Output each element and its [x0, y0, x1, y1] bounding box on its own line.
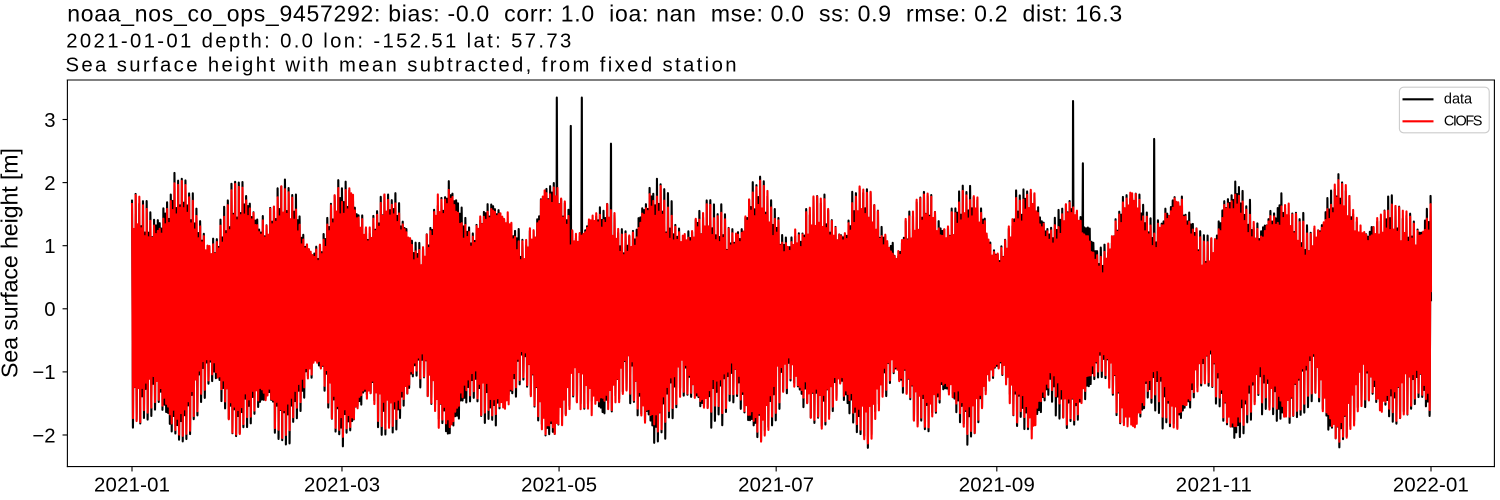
- svg-text:1: 1: [44, 236, 55, 258]
- svg-text:−1: −1: [32, 362, 55, 384]
- svg-text:2: 2: [44, 173, 55, 195]
- svg-text:2021-07: 2021-07: [738, 474, 814, 496]
- svg-text:−2: −2: [32, 425, 55, 447]
- svg-text:2021-11: 2021-11: [1176, 474, 1252, 496]
- svg-text:0: 0: [44, 299, 55, 321]
- svg-text:Sea surface height with mean s: Sea surface height with mean subtracted,…: [66, 54, 737, 76]
- svg-text:3: 3: [44, 110, 55, 132]
- svg-text:CIOFS: CIOFS: [1444, 114, 1483, 130]
- svg-text:2021-09: 2021-09: [959, 474, 1035, 496]
- svg-text:2021-05: 2021-05: [521, 474, 597, 496]
- svg-text:2021-03: 2021-03: [304, 474, 380, 496]
- svg-text:2022-01: 2022-01: [1393, 474, 1469, 496]
- svg-text:data: data: [1444, 92, 1473, 108]
- svg-text:Sea surface height [m]: Sea surface height [m]: [0, 148, 23, 378]
- svg-text:noaa_nos_co_ops_9457292: bias:: noaa_nos_co_ops_9457292: bias: -0.0 corr…: [67, 0, 1122, 26]
- svg-text:2021-01: 2021-01: [94, 474, 170, 496]
